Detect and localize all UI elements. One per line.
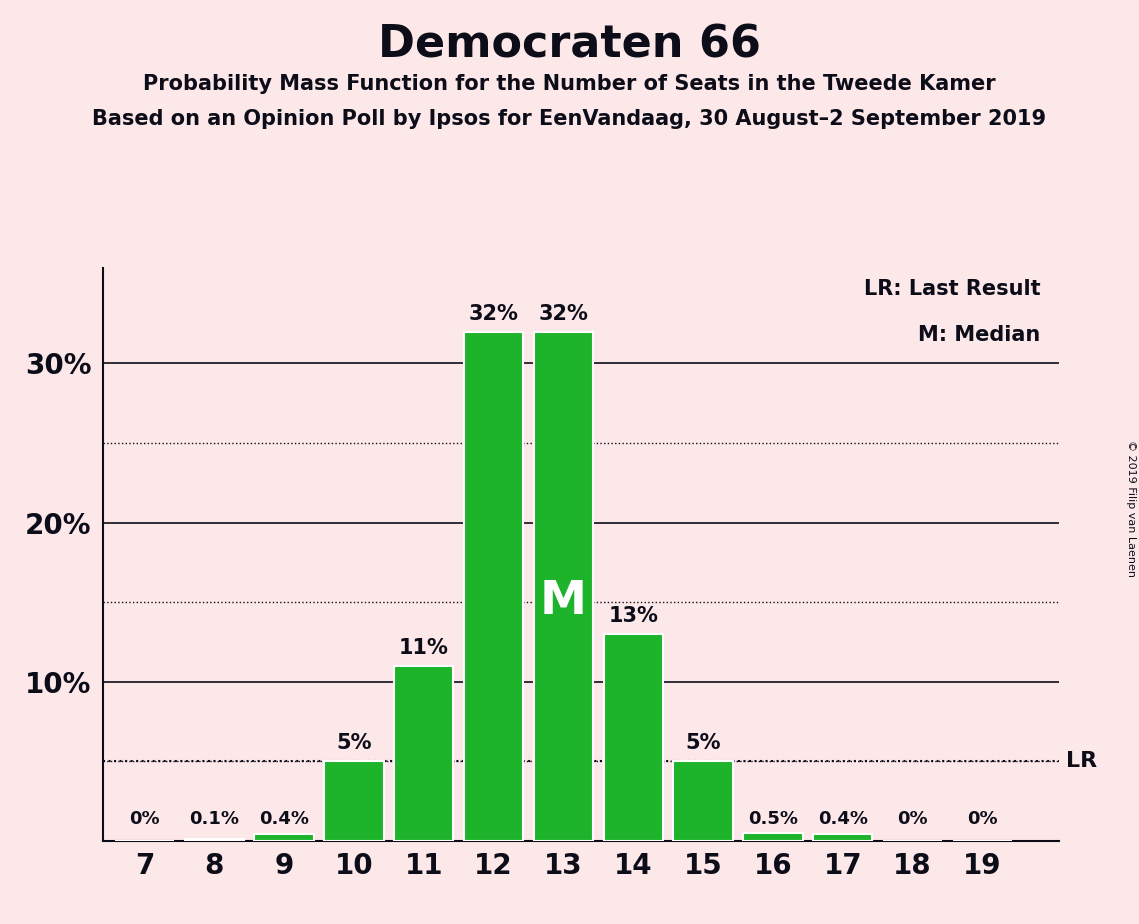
Text: M: M [540, 579, 587, 624]
Text: Based on an Opinion Poll by Ipsos for EenVandaag, 30 August–2 September 2019: Based on an Opinion Poll by Ipsos for Ee… [92, 109, 1047, 129]
Text: 0.4%: 0.4% [259, 810, 309, 828]
Text: 5%: 5% [686, 734, 721, 753]
Text: M: Median: M: Median [918, 325, 1040, 346]
Text: 0.1%: 0.1% [189, 810, 239, 828]
Bar [673, 761, 732, 841]
Bar [604, 634, 663, 841]
Text: 0%: 0% [129, 810, 159, 828]
Bar [813, 834, 872, 841]
Text: 0%: 0% [967, 810, 998, 828]
Bar [185, 839, 244, 841]
Text: 11%: 11% [399, 638, 449, 658]
Text: 32%: 32% [539, 304, 589, 323]
Bar [325, 761, 384, 841]
Text: 0%: 0% [898, 810, 928, 828]
Text: 5%: 5% [336, 734, 371, 753]
Bar [744, 833, 803, 841]
Text: 13%: 13% [608, 606, 658, 626]
Text: 0.5%: 0.5% [748, 810, 798, 828]
Bar [254, 834, 313, 841]
Text: LR: LR [1066, 751, 1097, 772]
Text: 0.4%: 0.4% [818, 810, 868, 828]
Text: © 2019 Filip van Laenen: © 2019 Filip van Laenen [1126, 440, 1136, 577]
Text: Probability Mass Function for the Number of Seats in the Tweede Kamer: Probability Mass Function for the Number… [144, 74, 995, 94]
Text: Democraten 66: Democraten 66 [378, 23, 761, 67]
Text: LR: Last Result: LR: Last Result [863, 279, 1040, 299]
Text: 32%: 32% [468, 304, 518, 323]
Bar [534, 332, 593, 841]
Bar [394, 666, 453, 841]
Bar [464, 332, 523, 841]
